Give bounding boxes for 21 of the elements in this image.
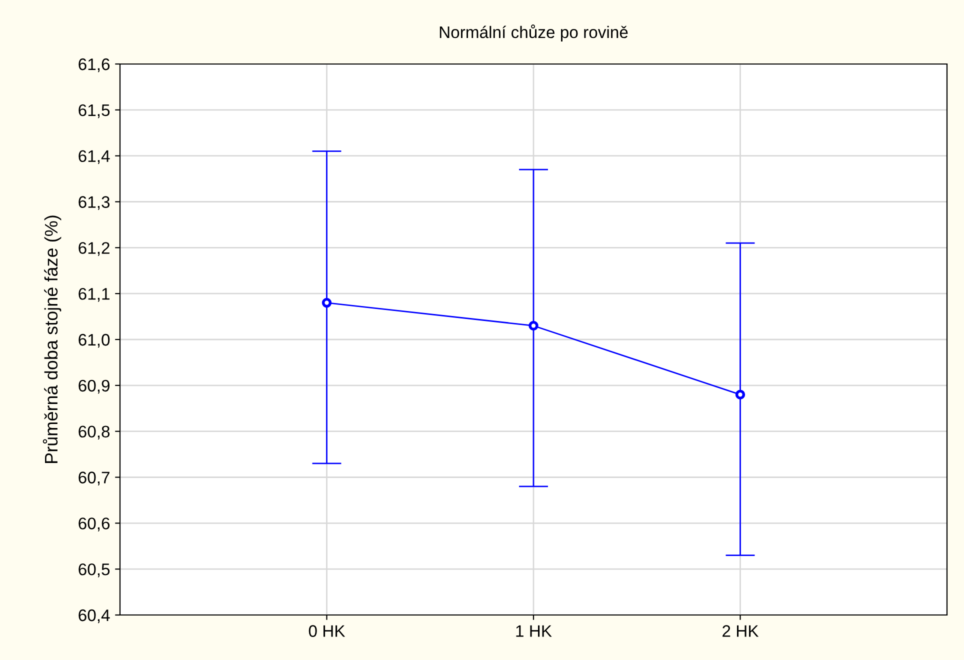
y-tick-label: 60,4 [78,609,110,624]
y-tick-label: 60,7 [78,472,110,486]
y-tick-label: 61,1 [78,288,110,302]
y-tick-label: 61,2 [78,242,110,256]
y-tick-label: 61,3 [78,196,110,210]
y-tick-label: 61,4 [78,150,110,164]
y-tick-label: 61,5 [78,104,110,118]
point [322,298,332,308]
y-tick-label: 61,0 [78,334,110,348]
x-tick-label: 1 HK [516,625,552,637]
y-tick-label: 60,6 [78,518,110,532]
y-tick-label: 60,8 [78,426,110,440]
y-tick-label: 61,6 [78,58,110,72]
x-tick-label: 0 HK [308,625,346,637]
chart-title: Normální chůze po rovině [440,24,628,42]
y-axis-title: Průměrná doba stojné fáze (%) [42,216,62,463]
point [735,390,746,400]
y-tick-label: 60,5 [78,563,110,578]
x-tick-label: 2 HK [722,625,759,637]
y-tick-label: 60,9 [78,380,110,394]
point [528,320,538,331]
